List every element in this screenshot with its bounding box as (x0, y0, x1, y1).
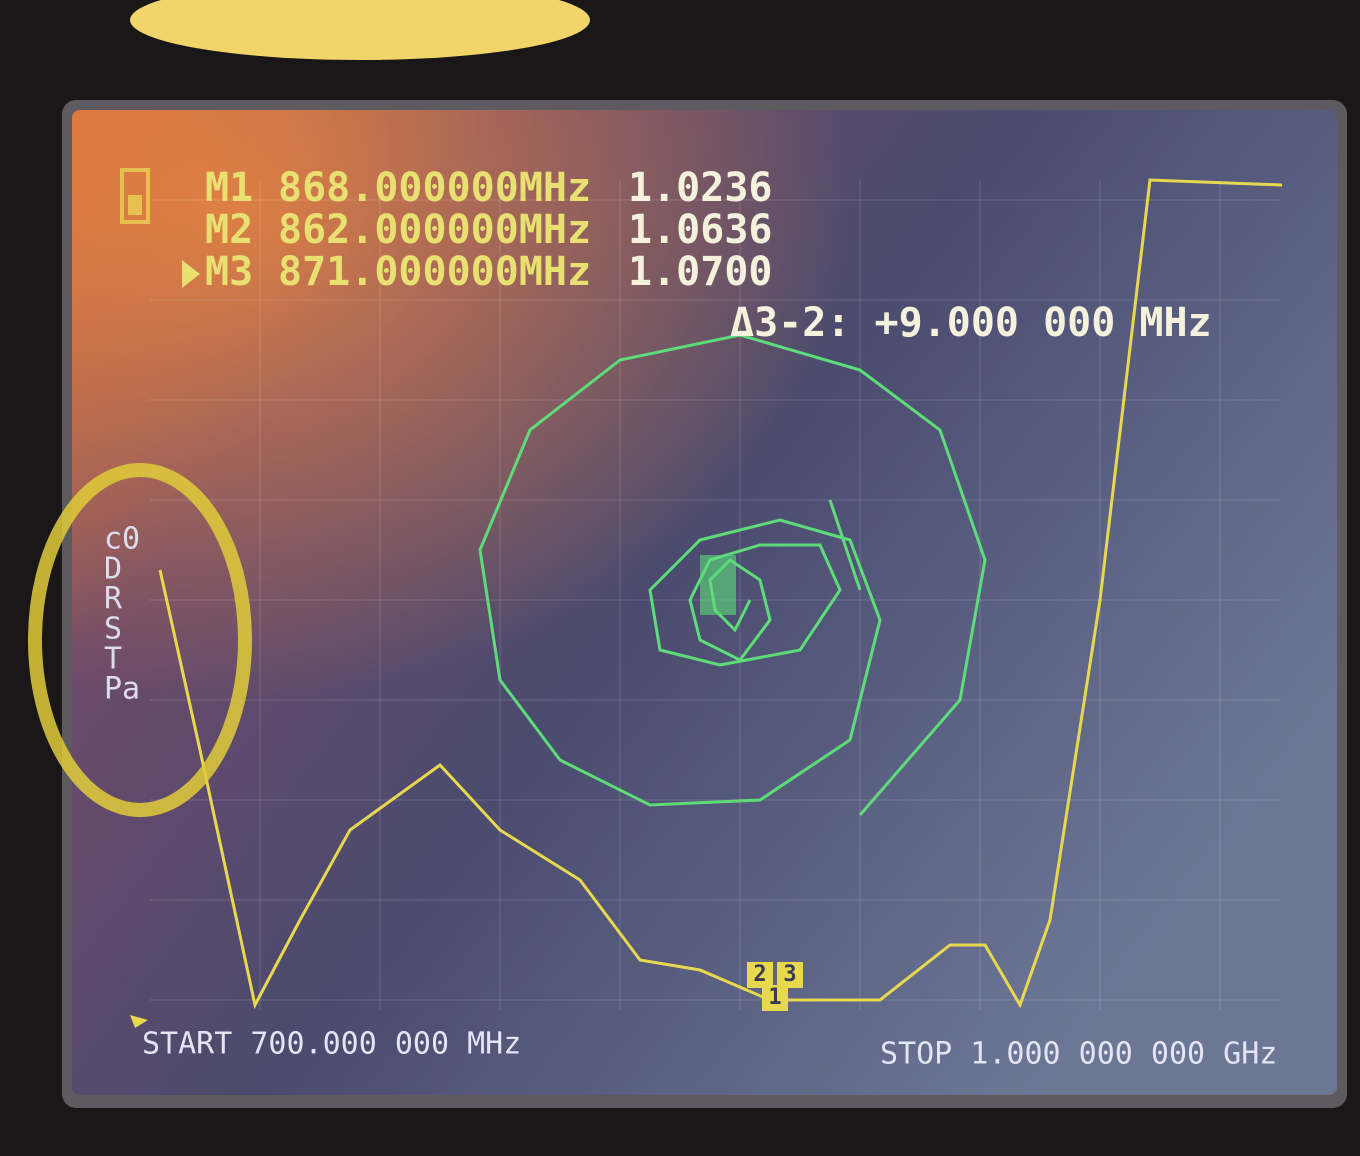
marker-label: M2 (205, 207, 253, 253)
delta-readout: Δ3-2: +9.000 000 MHz (730, 300, 1212, 346)
marker-flag-label: 3 (783, 962, 796, 987)
marker-value: 1.0636 (628, 207, 773, 253)
stop-frequency: STOP 1.000 000 000 GHz (880, 1037, 1277, 1072)
marker-label: M1 (205, 165, 253, 211)
smith-marker-cluster (700, 555, 736, 615)
marker-frequency: 868.000000MHz (278, 165, 591, 211)
marker-flag-label: 1 (768, 985, 781, 1010)
marker-value: 1.0700 (628, 249, 773, 295)
start-frequency: START 700.000 000 MHz (142, 1027, 521, 1062)
screen-photo: M1 868.000000MHz 1.0236 M2 862.000000MHz 1.06… (0, 0, 1360, 1156)
marker-flag-label: 2 (753, 962, 766, 987)
marker-frequency: 871.000000MHz (278, 249, 591, 295)
trace-status-label: Pa (104, 672, 140, 707)
marker-label: M3 (205, 249, 253, 295)
marker-frequency: 862.000000MHz (278, 207, 591, 253)
marker-value: 1.0236 (628, 165, 773, 211)
battery-level (128, 195, 142, 215)
